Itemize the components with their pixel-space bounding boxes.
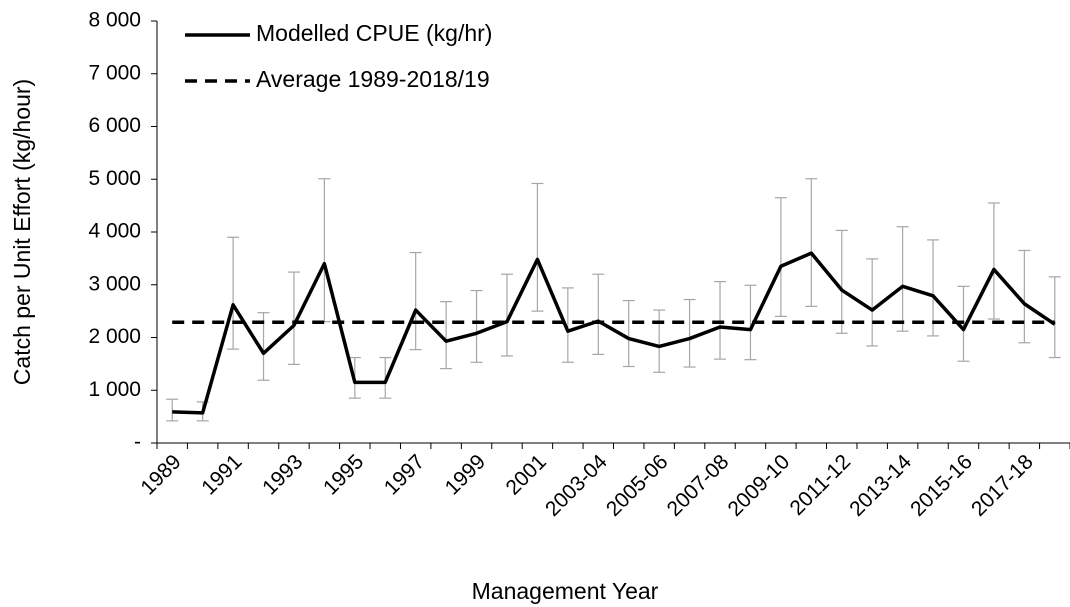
x-tick-label: 2005-06 — [602, 450, 673, 521]
x-tick-label: 2001 — [502, 450, 551, 499]
x-tick-label: 2003-04 — [541, 450, 612, 521]
y-tick-label: 6 000 — [88, 114, 141, 137]
x-tick-label: 1989 — [136, 450, 185, 499]
y-tick-label: 4 000 — [88, 220, 141, 243]
legend-label: Modelled CPUE (kg/hr) — [256, 20, 492, 46]
y-axis-title: Catch per Unit Effort (kg/hour) — [9, 79, 35, 385]
y-tick-label: 8 000 — [88, 9, 141, 32]
y-tick-label: 2 000 — [88, 325, 141, 348]
x-tick-label: 2007-08 — [663, 450, 734, 521]
y-tick-label: 5 000 — [88, 167, 141, 190]
data-line — [172, 251, 1056, 415]
x-tick-label: 2011-12 — [786, 450, 856, 520]
x-tick-label: 2013-14 — [845, 450, 916, 521]
y-tick-label: - — [134, 431, 141, 454]
x-axis-title: Management Year — [472, 578, 659, 604]
y-tick-label: 7 000 — [88, 61, 141, 84]
x-tick-label: 1997 — [380, 450, 429, 499]
x-tick-label: 2015-16 — [906, 450, 977, 521]
x-tick-label: 1999 — [441, 450, 490, 499]
x-tick-label: 2009-10 — [724, 450, 795, 521]
y-tick-label: 3 000 — [88, 272, 141, 295]
legend-label: Average 1989-2018/19 — [256, 66, 490, 92]
x-tick-label: 1991 — [197, 450, 246, 499]
x-tick-label: 2017-18 — [967, 450, 1038, 521]
y-tick-label: 1 000 — [88, 378, 141, 401]
x-tick-label: 1993 — [258, 450, 307, 499]
x-tick-label: 1995 — [319, 450, 368, 499]
